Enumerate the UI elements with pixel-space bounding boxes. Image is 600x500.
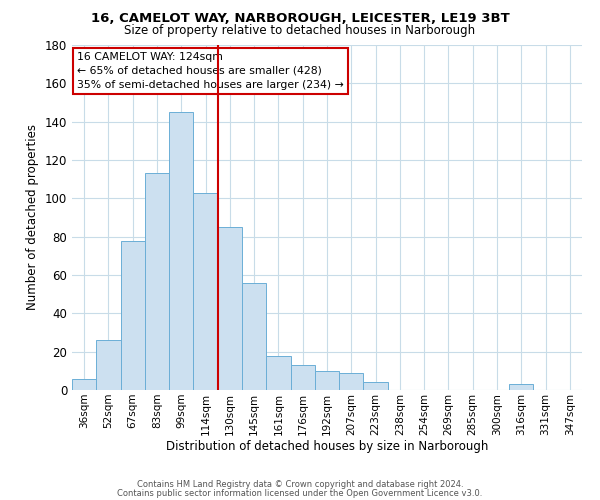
Y-axis label: Number of detached properties: Number of detached properties [26,124,39,310]
Bar [364,382,388,390]
Bar [339,373,364,390]
Text: Contains public sector information licensed under the Open Government Licence v3: Contains public sector information licen… [118,489,482,498]
Bar [315,371,339,390]
Bar [266,356,290,390]
Bar [96,340,121,390]
Bar [169,112,193,390]
Bar [218,227,242,390]
Bar [121,240,145,390]
Bar [193,192,218,390]
Text: Size of property relative to detached houses in Narborough: Size of property relative to detached ho… [124,24,476,37]
X-axis label: Distribution of detached houses by size in Narborough: Distribution of detached houses by size … [166,440,488,454]
Text: Contains HM Land Registry data © Crown copyright and database right 2024.: Contains HM Land Registry data © Crown c… [137,480,463,489]
Bar [72,378,96,390]
Text: 16, CAMELOT WAY, NARBOROUGH, LEICESTER, LE19 3BT: 16, CAMELOT WAY, NARBOROUGH, LEICESTER, … [91,12,509,26]
Bar [290,365,315,390]
Title: 16, CAMELOT WAY, NARBOROUGH, LEICESTER, LE19 3BT
Size of property relative to de: 16, CAMELOT WAY, NARBOROUGH, LEICESTER, … [0,499,1,500]
Bar [242,282,266,390]
Bar [145,174,169,390]
Text: 16 CAMELOT WAY: 124sqm
← 65% of detached houses are smaller (428)
35% of semi-de: 16 CAMELOT WAY: 124sqm ← 65% of detached… [77,52,344,90]
Bar [509,384,533,390]
